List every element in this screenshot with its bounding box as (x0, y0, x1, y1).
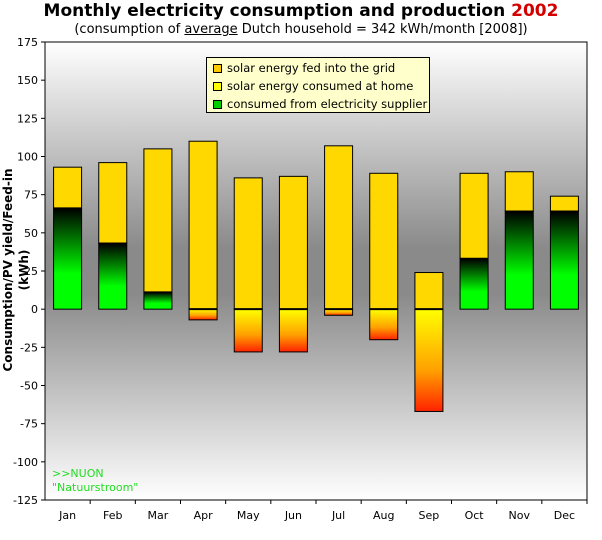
y-axis-ticks: -125 -100 -75 -50 -25 0 25 50 75 100 125 150 175 (13, 36, 45, 507)
bar-home-mar (143, 148, 173, 293)
y-tick-label: 125 (17, 112, 38, 125)
subtitle-post: Dutch household = 342 kWh/month [2008]) (237, 22, 528, 37)
y-axis-title: Consumption/PV yield/Feed-in (kWh) (1, 168, 31, 372)
x-tick-label: May (237, 509, 260, 522)
legend-swatch-home (213, 81, 222, 91)
y-tick-label: 0 (31, 303, 38, 316)
note-text: >>NUON "Natuurstroom" (52, 467, 138, 495)
bar-supplier-feb (98, 243, 128, 310)
bar-fed-may (233, 308, 263, 353)
bar-fed-aug (369, 308, 399, 341)
x-tick-label: Feb (103, 509, 122, 522)
y-tick-label: -125 (13, 494, 38, 507)
chart-title: Monthly electricity consumption and prod… (0, 0, 602, 22)
chart-title-year: 2002 (511, 1, 559, 21)
bar-jul (324, 145, 354, 316)
x-tick-label: Jan (58, 509, 76, 522)
x-tick-label: Dec (554, 509, 575, 522)
y-tick-label: 150 (17, 74, 38, 87)
bar-sep (414, 272, 444, 412)
bar-nov (504, 171, 534, 310)
bar-mar (143, 148, 173, 310)
legend-item-home: solar energy consumed at home (213, 78, 429, 94)
x-axis-labels: Jan Feb Mar Apr May Jun Jul Aug Sep Oct Nov Dec (58, 500, 588, 522)
plot-area (45, 42, 587, 500)
y-tick-label: 75 (24, 189, 38, 202)
bar-home-jul (324, 145, 354, 310)
bar-jun (278, 175, 308, 353)
bar-group (53, 140, 579, 412)
legend-label-supplier: consumed from electricity supplier (227, 97, 428, 111)
bar-fed-sep (414, 308, 444, 412)
bar-supplier-dec (549, 210, 579, 310)
subtitle-pre: (consumption of (74, 22, 185, 37)
y-tick-label: -100 (13, 456, 38, 469)
bar-aug (369, 172, 399, 341)
note-line-1: >>NUON (52, 467, 104, 480)
chart-legend: solar energy fed into the grid solar ene… (206, 57, 430, 113)
bar-fed-jun (278, 308, 308, 353)
bar-home-jun (278, 175, 308, 310)
bar-home-sep (414, 272, 444, 310)
legend-label-home: solar energy consumed at home (227, 79, 414, 93)
x-tick-label: Aug (373, 509, 394, 522)
bar-jan (53, 166, 83, 310)
bar-oct (459, 172, 489, 310)
bar-home-nov (504, 171, 534, 212)
y-tick-label: 100 (17, 151, 38, 164)
bar-home-aug (369, 172, 399, 310)
y-tick-label: -25 (20, 341, 38, 354)
x-tick-label: Sep (419, 509, 440, 522)
y-tick-label: 175 (17, 36, 38, 49)
legend-swatch-supplier (213, 99, 222, 109)
x-tick-label: Jun (284, 509, 302, 522)
bar-supplier-oct (459, 258, 489, 310)
chart-title-main: Monthly electricity consumption and prod… (43, 1, 506, 21)
plot-frame (44, 41, 588, 501)
x-tick-label: Nov (509, 509, 531, 522)
bar-feb (98, 162, 128, 310)
legend-item-fed: solar energy fed into the grid (213, 60, 429, 76)
y-tick-label: 50 (24, 227, 38, 240)
bar-supplier-jan (53, 207, 83, 310)
bar-home-feb (98, 162, 128, 245)
y-tick-label: -75 (20, 418, 38, 431)
legend-label-fed: solar energy fed into the grid (227, 61, 396, 75)
bar-home-dec (549, 195, 579, 212)
x-tick-label: Jul (331, 509, 345, 522)
y-tick-label: 25 (24, 265, 38, 278)
bar-home-apr (188, 140, 218, 310)
legend-swatch-fed (213, 63, 222, 73)
x-tick-label: Mar (148, 509, 169, 522)
bar-supplier-nov (504, 210, 534, 310)
note-line-2: "Natuurstroom" (52, 481, 139, 494)
y-tick-label: -50 (20, 380, 38, 393)
bar-home-oct (459, 172, 489, 260)
bar-home-may (233, 177, 263, 310)
bar-may (233, 177, 263, 353)
x-tick-label: Apr (194, 509, 214, 522)
bar-apr (188, 140, 218, 321)
bar-home-jan (53, 166, 83, 209)
bar-fed-apr (188, 308, 218, 321)
subtitle-underlined: average (184, 22, 238, 37)
legend-item-supplier: consumed from electricity supplier (213, 96, 429, 112)
bar-supplier-mar (143, 291, 173, 310)
bar-dec (549, 195, 579, 310)
x-tick-label: Oct (465, 509, 485, 522)
chart-subtitle: (consumption of average Dutch household … (0, 21, 602, 39)
